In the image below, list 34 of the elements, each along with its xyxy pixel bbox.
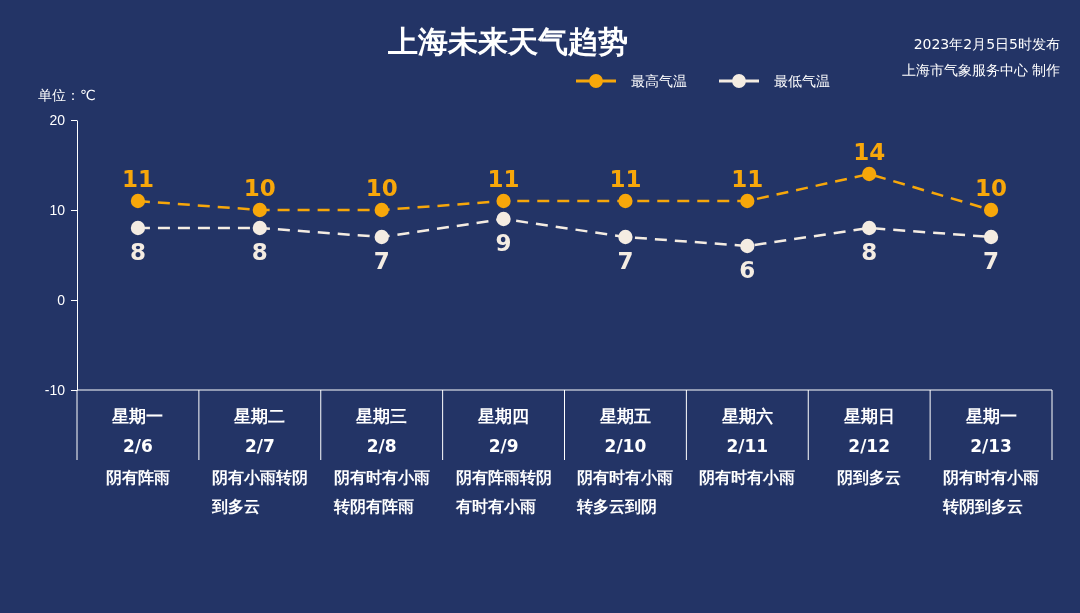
text: 2023年2月5日5时发布 [913, 36, 1060, 52]
data-label: 7 [617, 248, 634, 274]
data-label: 7 [983, 248, 1000, 274]
text: 上海市气象服务中心 制作 [901, 62, 1060, 78]
data-label: 8 [129, 239, 146, 265]
x-tick-label: 星期日 2/12 阴到多云 [837, 406, 902, 487]
y-axis-title: 单位：℃ [38, 87, 96, 103]
x-tick-label: 星期五 2/10 阴有时有小雨转多云到阴 [576, 406, 674, 516]
x-tick-label: 星期二 2/7 阴有小雨转阴到多云 [210, 406, 308, 516]
x-tick-label: 星期一 2/6 阴有阵雨 [105, 406, 170, 487]
legend-label: 最高气温 [631, 73, 687, 89]
legend-label: 最低气温 [774, 73, 830, 89]
data-label: 8 [861, 239, 878, 265]
data-label: 7 [373, 248, 390, 274]
data-label: 11 [121, 166, 154, 192]
data-label: 11 [731, 166, 764, 192]
y-tick-label: -10 [44, 381, 66, 398]
data-label: 14 [853, 139, 886, 165]
data-label: 8 [251, 239, 268, 265]
data-label: 10 [365, 175, 398, 201]
data-label: 11 [609, 166, 642, 192]
data-label: 9 [495, 230, 512, 256]
x-tick-label: 星期六 2/11 阴有时有小雨 [699, 406, 796, 487]
x-tick-label: 星期一 2/13 阴有时有小雨转阴到多云 [942, 406, 1040, 516]
y-tick-label: 0 [57, 291, 66, 308]
x-tick-label: 星期四 2/9 阴有阵雨转阴有时有小雨 [454, 406, 552, 516]
chart-title: 上海未来天气趋势 [387, 24, 628, 59]
y-tick-label: 10 [49, 201, 66, 218]
data-label: 10 [243, 175, 276, 201]
data-label: 6 [739, 257, 756, 283]
y-tick-label: 20 [49, 111, 66, 128]
data-label: 11 [487, 166, 520, 192]
x-tick-label: 星期三 2/8 阴有时有小雨转阴有阵雨 [332, 406, 430, 516]
data-label: 10 [975, 175, 1008, 201]
